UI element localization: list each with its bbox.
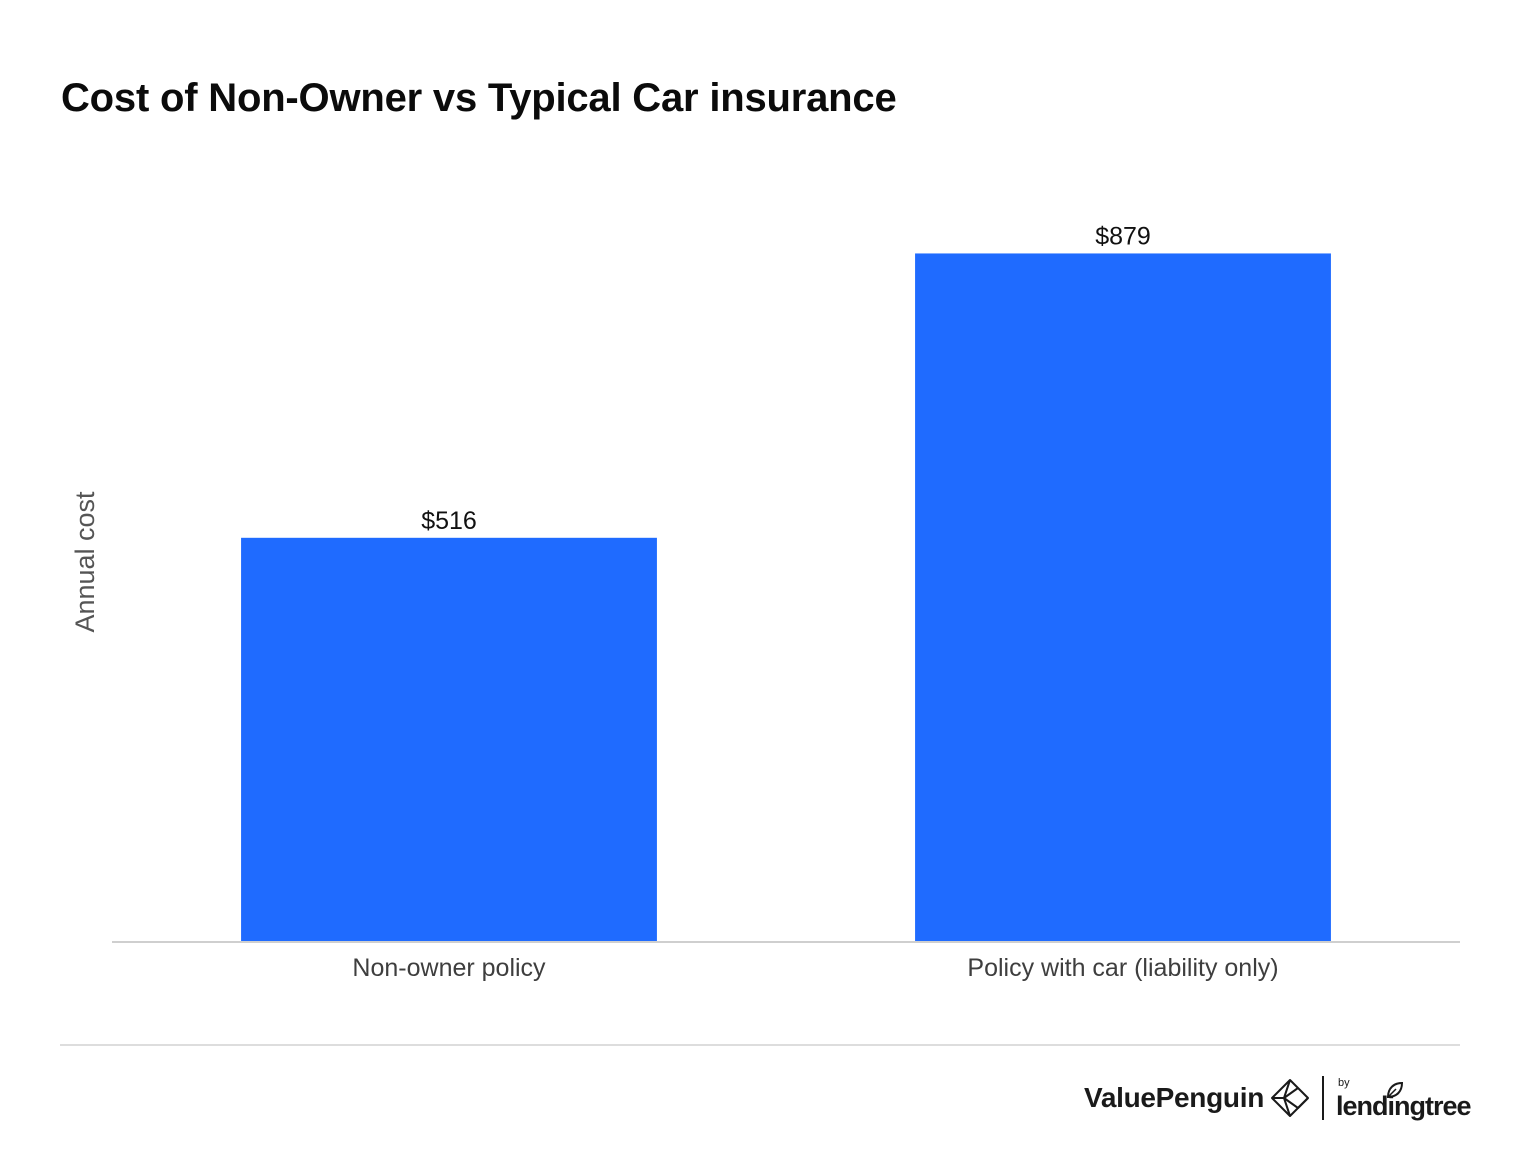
lendingtree-leaf-icon <box>1386 1081 1404 1099</box>
bar-value-label-1: $879 <box>1095 222 1151 250</box>
lendingtree-logo: by lendingtree <box>1336 1075 1472 1121</box>
bar-value-label-0: $516 <box>421 507 477 535</box>
valuepenguin-wordmark: ValuePenguin <box>1084 1082 1264 1113</box>
chart-title: Cost of Non-Owner vs Typical Car insuran… <box>61 76 897 120</box>
bar-0 <box>241 537 657 942</box>
brand-separator <box>1322 1076 1324 1120</box>
category-label-0: Non-owner policy <box>352 954 546 982</box>
bars-layer: $516 Non-owner policy $879 Policy with car … <box>241 222 1331 982</box>
valuepenguin-diamond-icon <box>1271 1079 1309 1117</box>
lendingtree-wordmark: lendingtree <box>1336 1091 1472 1121</box>
y-axis-label: Annual cost <box>70 491 100 633</box>
category-label-1: Policy with car (liability only) <box>967 954 1278 982</box>
footer-brand: ValuePenguin by lendingtree <box>1084 1074 1472 1122</box>
footer-divider <box>60 1044 1460 1046</box>
bar-1 <box>915 253 1331 942</box>
by-label: by <box>1338 1077 1350 1089</box>
